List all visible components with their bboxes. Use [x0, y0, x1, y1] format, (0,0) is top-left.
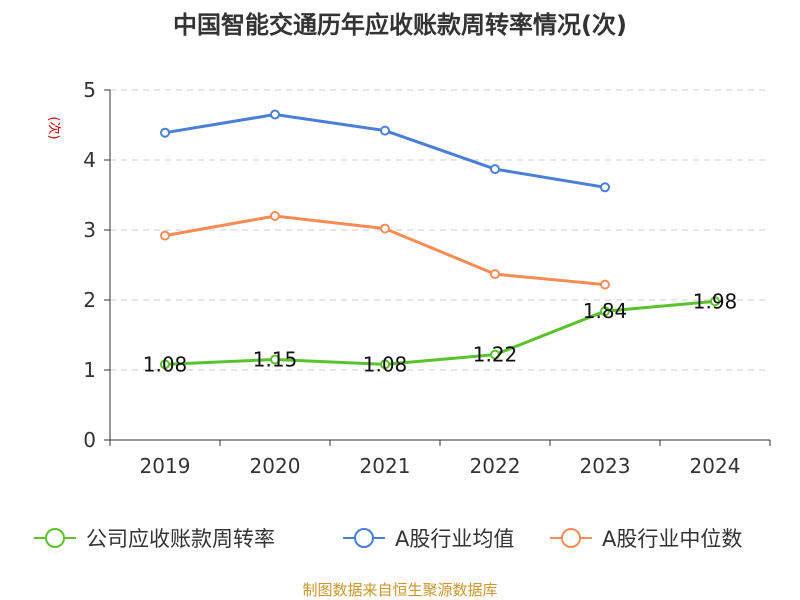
y-tick-label: 5: [83, 78, 96, 102]
data-point: [270, 109, 280, 120]
data-point: [380, 359, 390, 370]
chart-title: 中国智能交通历年应收账款周转率情况(次): [173, 11, 627, 39]
data-point: [380, 125, 390, 136]
data-labels: 1.08 1.15 1.08 1.22 1.84 1.98: [143, 289, 738, 376]
data-point: [270, 211, 280, 221]
legend-label: A股行业中位数: [602, 527, 742, 551]
data-point: [160, 127, 170, 138]
data-point: [270, 354, 280, 365]
y-tick-label: 0: [83, 428, 96, 452]
x-tick-label: 2023: [580, 454, 631, 478]
data-label: 1.15: [253, 348, 298, 372]
data-label: 1.22: [473, 343, 518, 367]
data-point: [380, 223, 390, 234]
data-label: 1.08: [363, 352, 408, 376]
x-tick-label: 2022: [470, 454, 521, 478]
y-axis-label: (次): [46, 116, 62, 139]
legend: 公司应收账款周转率 A股行业均值 A股行业中位数: [34, 527, 742, 551]
x-tick-labels: 2019 2020 2021 2022 2023 2024: [140, 454, 741, 478]
y-tick-label: 4: [83, 148, 96, 172]
legend-marker-icon: [561, 528, 581, 548]
data-label: 1.98: [693, 289, 738, 313]
data-point: [490, 164, 500, 175]
y-tick-label: 3: [83, 218, 96, 242]
x-tick-label: 2020: [250, 454, 301, 478]
legend-label: 公司应收账款周转率: [86, 527, 275, 551]
data-point: [160, 230, 170, 241]
series-line: [164, 299, 716, 366]
data-point: [160, 359, 170, 370]
legend-label: A股行业均值: [395, 527, 514, 551]
x-tick-label: 2019: [140, 454, 191, 478]
x-tick-label: 2021: [360, 454, 411, 478]
series-group: [160, 109, 720, 370]
source-note: 制图数据来自恒生聚源数据库: [302, 581, 497, 599]
y-tick-label: 1: [83, 358, 96, 382]
legend-marker-icon: [45, 528, 65, 548]
data-point: [600, 279, 610, 290]
grid-lines: [110, 89, 770, 371]
y-tick-labels: 0 1 2 3 4 5: [83, 78, 96, 452]
data-point: [490, 269, 500, 280]
data-point: [710, 296, 720, 307]
data-point: [490, 349, 500, 360]
y-tick-label: 2: [83, 288, 96, 312]
legend-marker-icon: [354, 528, 374, 548]
data-label: 1.08: [143, 352, 188, 376]
data-label: 1.84: [583, 299, 628, 323]
data-point: [600, 306, 610, 317]
data-point: [600, 182, 610, 193]
axes: [104, 89, 771, 446]
series-line: [164, 113, 606, 189]
x-tick-label: 2024: [690, 454, 741, 478]
